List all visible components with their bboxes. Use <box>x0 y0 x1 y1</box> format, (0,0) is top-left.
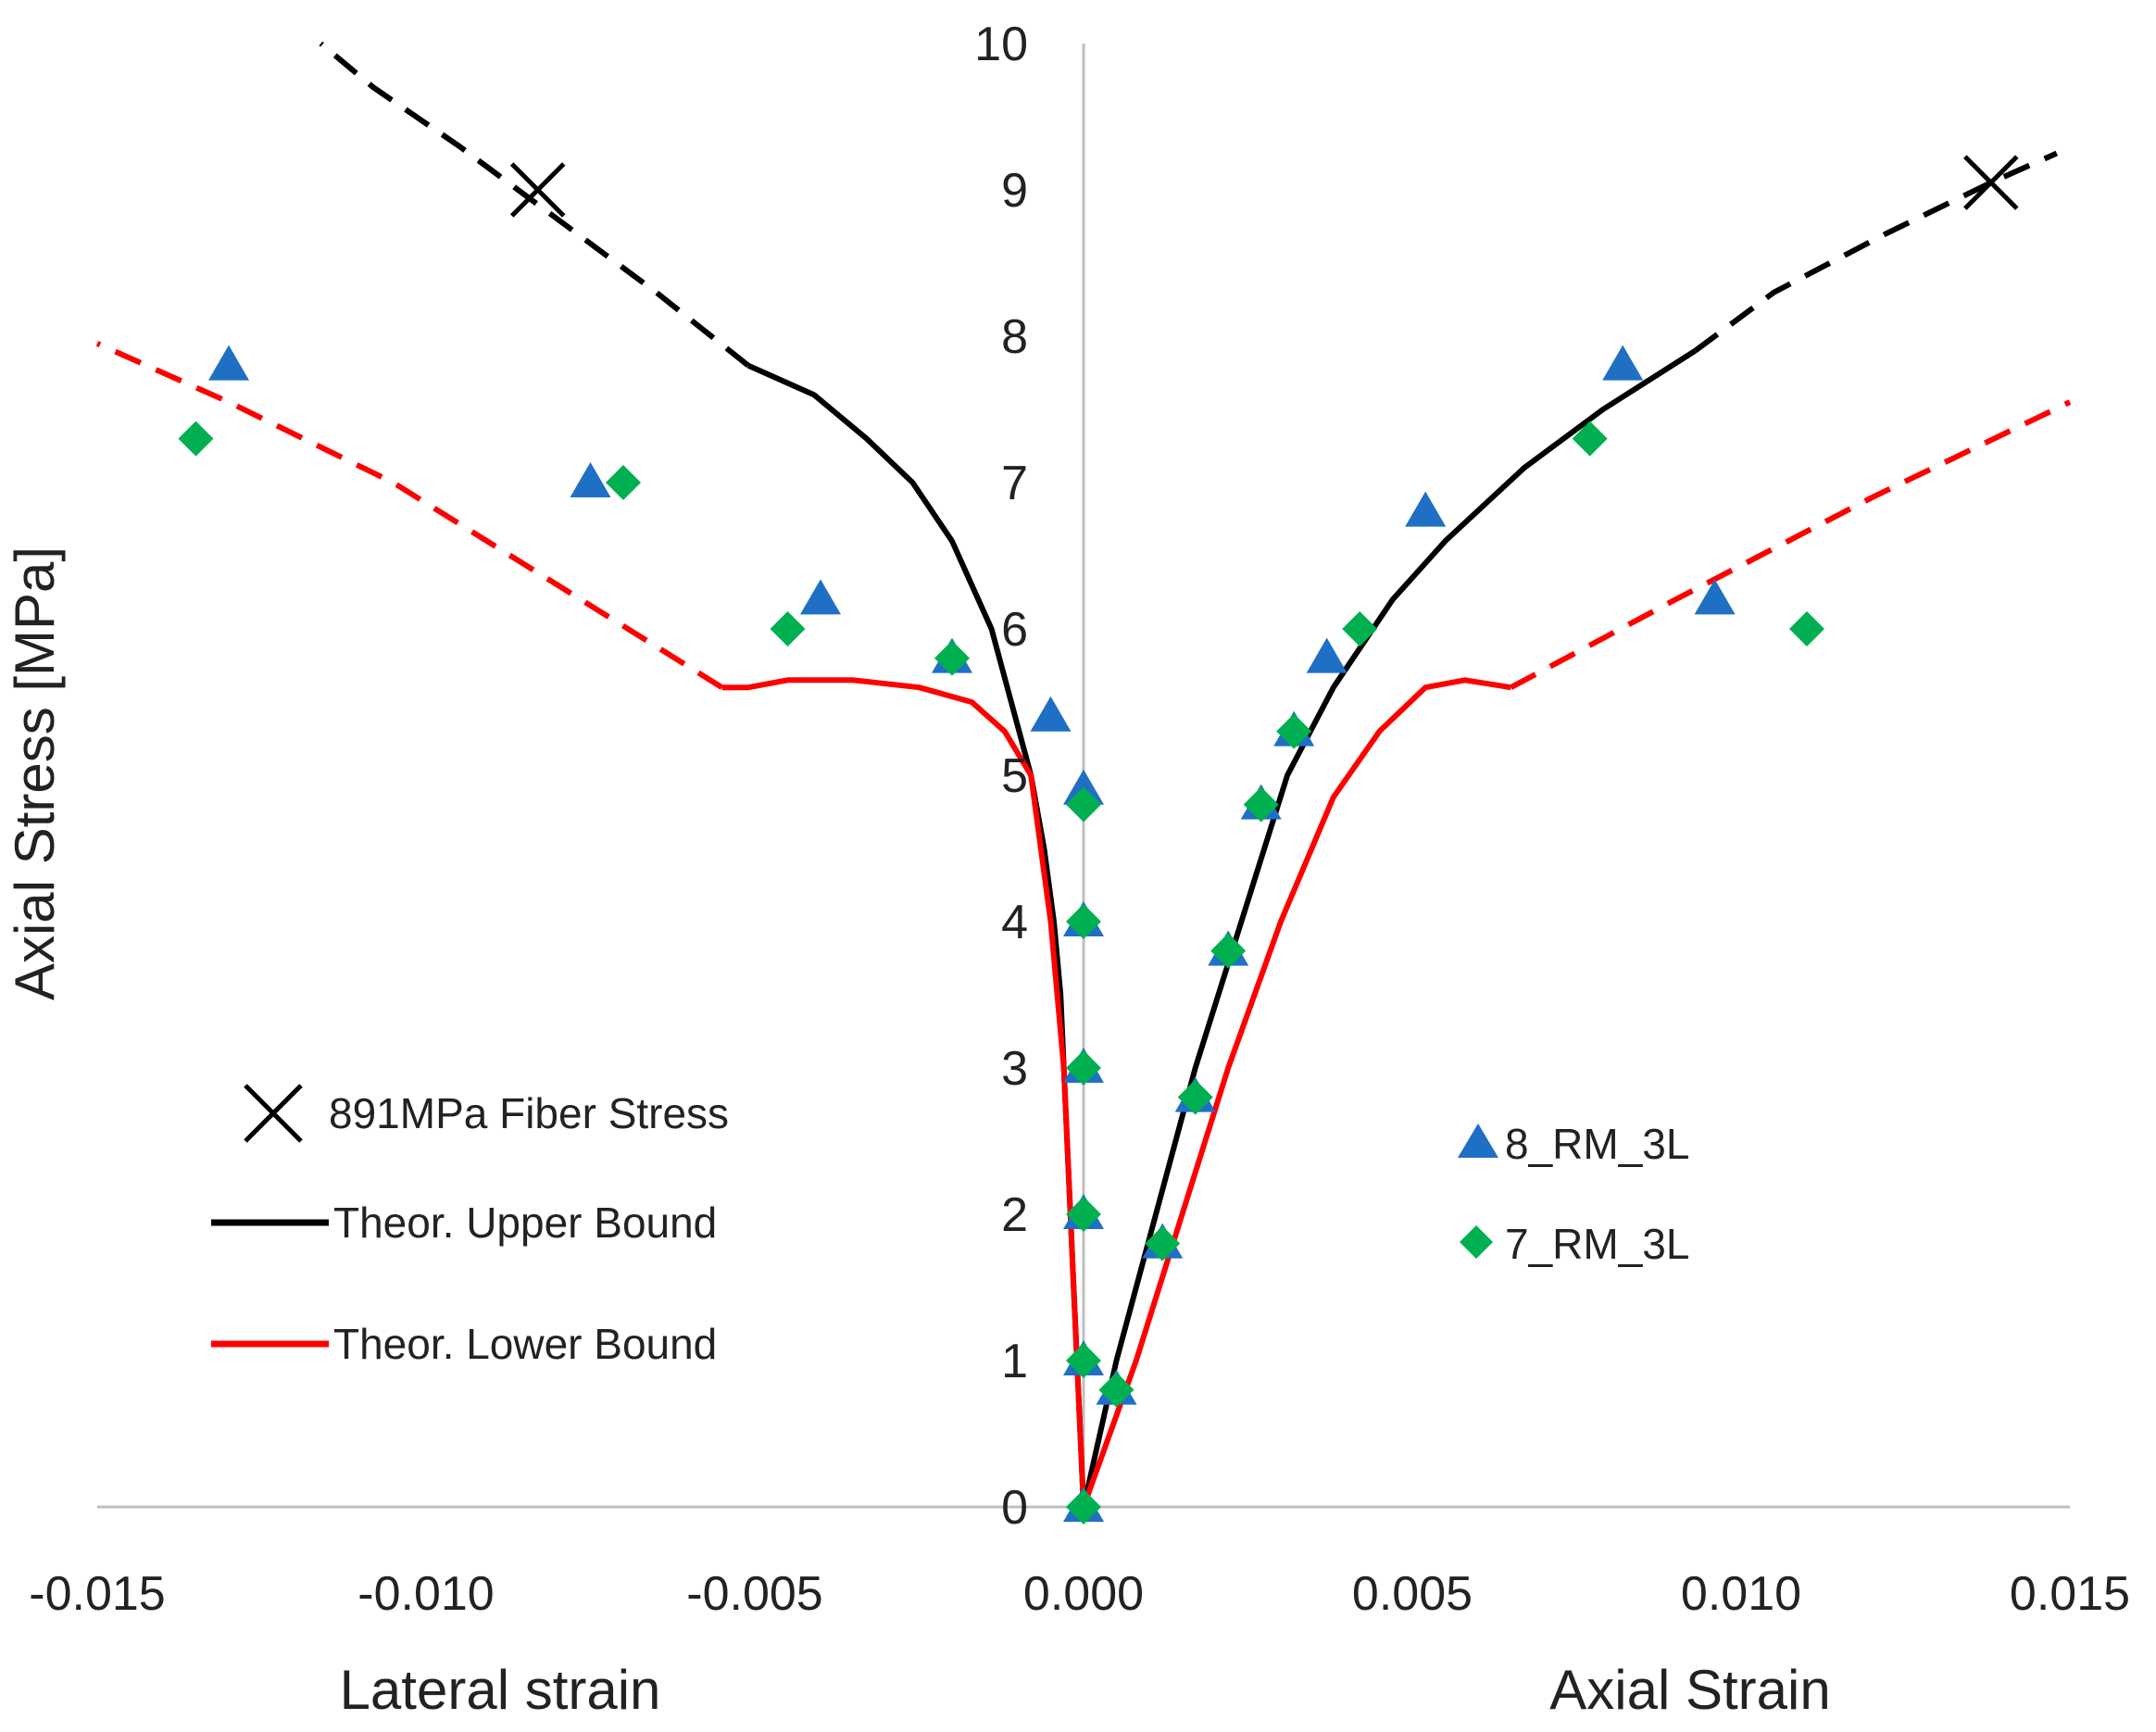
x-tick-label: 0.015 <box>2010 1567 2130 1621</box>
legend-label-8-rm-3l: 8_RM_3L <box>1505 1120 1689 1168</box>
rm8-triangle-point <box>800 579 841 615</box>
rm7-diamond-point <box>1210 933 1247 969</box>
y-tick-label: 0 <box>1001 1481 1028 1535</box>
x-tick-label: -0.010 <box>357 1567 494 1621</box>
fiber-stress-x-point <box>1963 155 2019 210</box>
y-tick-label: 3 <box>1001 1042 1028 1096</box>
legend-label-lower-bound: Theor. Lower Bound <box>333 1320 717 1368</box>
legend-item-lower-bound: Theor. Lower Bound <box>211 1320 717 1368</box>
rm8-triangle-point <box>1602 345 1644 381</box>
x-tick-label: -0.005 <box>686 1567 822 1621</box>
legend-item-fiber-stress: 891MPa Fiber Stress <box>244 1084 729 1143</box>
legend-right: 8_RM_3L 7_RM_3L <box>1458 1120 1689 1268</box>
fiber-stress-x-point <box>509 162 566 218</box>
rm7-diamond-point <box>178 420 214 457</box>
upper-bound-dashed-line <box>1693 150 2059 354</box>
x-marker-icon <box>244 1084 303 1143</box>
rm7-diamond-point <box>1066 786 1101 822</box>
rm7-diamond-point <box>1342 611 1378 646</box>
rm7-diamond-point <box>1276 713 1312 749</box>
rm8-triangle-point <box>208 345 249 381</box>
rm7-diamond-point <box>934 640 970 676</box>
lower-bound-dashed-line <box>1510 399 2072 690</box>
upper-bound-line <box>746 362 1086 1508</box>
x-axis-title-lateral: Lateral strain <box>340 1659 661 1721</box>
y-axis-title: Axial Stress [MPa] <box>4 546 66 1000</box>
legend-label-upper-bound: Theor. Upper Bound <box>333 1199 717 1247</box>
lower-bound-line <box>721 677 1086 1508</box>
rm8-triangle-point <box>1306 637 1348 673</box>
rm7-diamond-point <box>1177 1079 1213 1115</box>
rm7-diamond-point <box>606 465 641 500</box>
x-tick-label: 0.005 <box>1352 1567 1473 1621</box>
rm8-triangle-point <box>1405 491 1447 527</box>
rm7-diamond-point <box>1572 420 1608 457</box>
legend-item-8-rm-3l: 8_RM_3L <box>1458 1120 1689 1168</box>
y-tick-label: 5 <box>1001 749 1028 803</box>
y-tick-label: 6 <box>1001 603 1028 657</box>
y-tick-label: 2 <box>1001 1188 1028 1242</box>
rm7-diamond-point <box>1243 786 1279 822</box>
rm8-triangle-point <box>1694 579 1736 615</box>
legend-left: 891MPa Fiber Stress Theor. Upper Bound T… <box>211 1084 729 1368</box>
tick-labels: -0.015 -0.010 -0.005 0.000 0.005 0.010 0.015 0 1… <box>29 18 2130 1621</box>
lower-bound-dashed-line <box>95 341 724 690</box>
rm7-diamond-point <box>1066 904 1101 939</box>
rm7-diamond-point <box>1098 1372 1134 1408</box>
y-tick-label: 9 <box>1001 164 1028 218</box>
legend-label-7-rm-3l: 7_RM_3L <box>1505 1220 1689 1268</box>
rm7-diamond-point <box>1789 611 1824 646</box>
y-tick-label: 4 <box>1001 896 1028 949</box>
y-tick-label: 8 <box>1001 310 1028 364</box>
legend-item-7-rm-3l: 7_RM_3L <box>1460 1220 1689 1268</box>
legend-label-fiber-stress: 891MPa Fiber Stress <box>329 1089 729 1137</box>
x-tick-label: 0.010 <box>1681 1567 1801 1621</box>
upper-bound-dashed-line <box>319 41 750 368</box>
rm8-triangle-point <box>570 462 611 497</box>
triangle-marker-icon <box>1458 1123 1498 1158</box>
upper-bound-line <box>1081 348 1697 1508</box>
y-tick-label: 7 <box>1001 457 1028 510</box>
rm7-diamond-point <box>1145 1225 1181 1261</box>
marker-layer <box>178 155 2019 1525</box>
rm7-diamond-point <box>1066 1197 1101 1232</box>
legend-item-upper-bound: Theor. Upper Bound <box>211 1199 717 1247</box>
x-axis-title-axial: Axial Strain <box>1549 1659 1830 1721</box>
rm7-diamond-point <box>1066 1343 1101 1378</box>
rm7-diamond-point <box>770 611 806 646</box>
x-tick-label: -0.015 <box>29 1567 165 1621</box>
y-tick-label: 1 <box>1001 1335 1028 1388</box>
diamond-marker-icon <box>1460 1225 1493 1259</box>
y-tick-label: 10 <box>974 18 1028 71</box>
rm7-diamond-point <box>1066 1050 1101 1086</box>
lower-bound-line <box>1081 677 1511 1509</box>
rm8-triangle-point <box>1030 696 1072 732</box>
rm7-diamond-point <box>1066 1489 1101 1525</box>
x-tick-label: 0.000 <box>1023 1567 1144 1621</box>
